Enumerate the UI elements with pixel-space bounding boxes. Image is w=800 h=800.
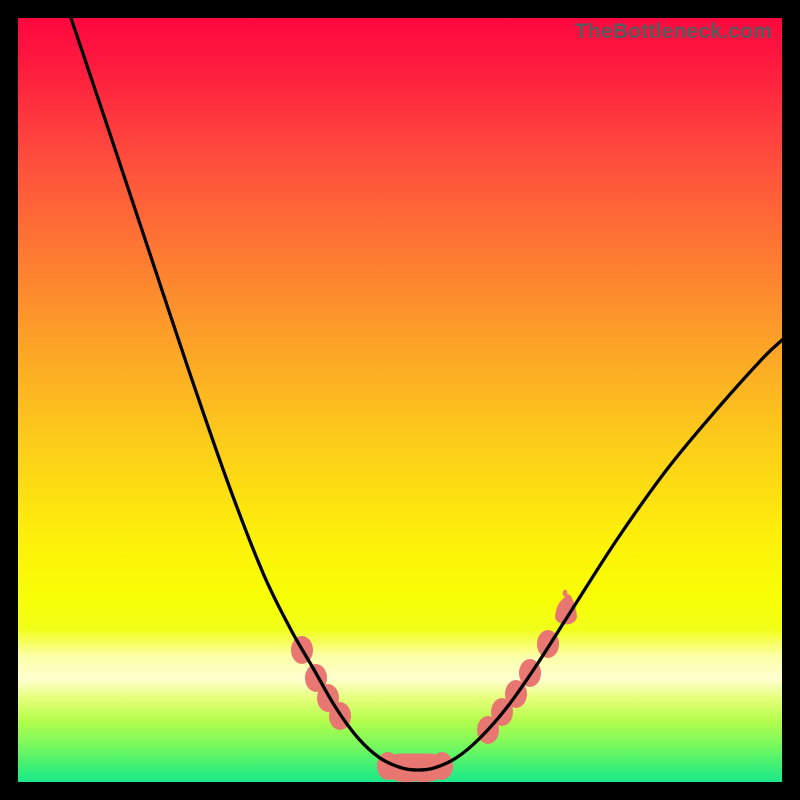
data-markers (291, 590, 577, 782)
plot-area: TheBottleneck.com (18, 18, 782, 782)
chart-frame: TheBottleneck.com (0, 0, 800, 800)
curve-layer (18, 18, 782, 782)
bottleneck-curve (71, 18, 782, 770)
